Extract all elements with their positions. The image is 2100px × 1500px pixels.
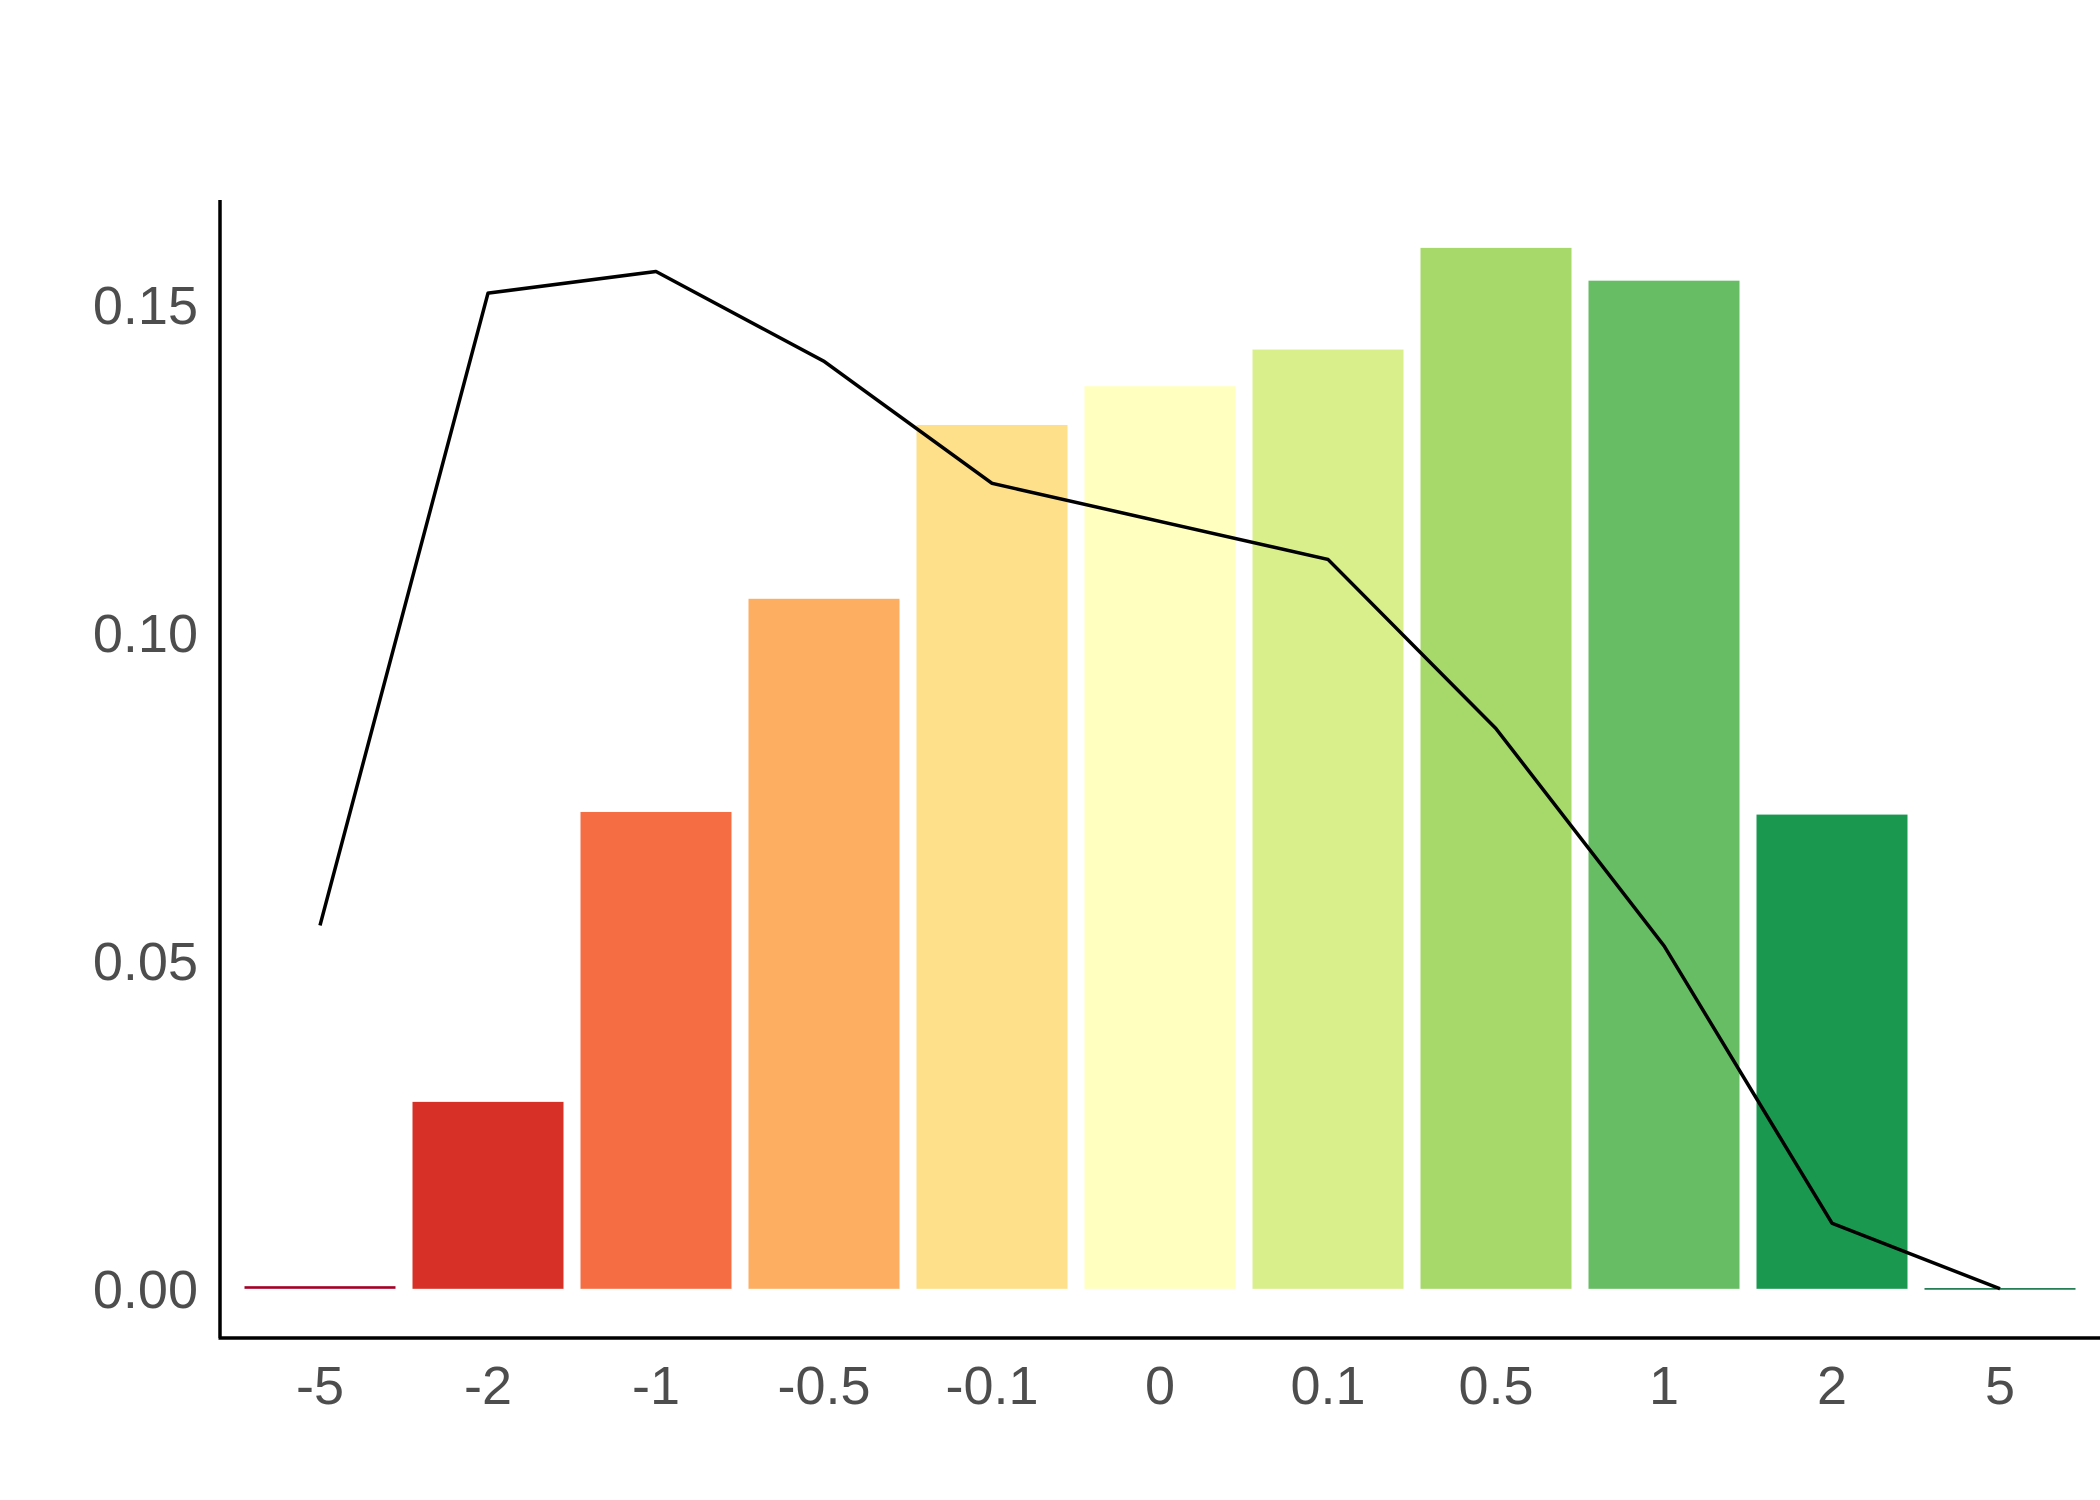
bar-2 (1756, 814, 1908, 1289)
bar-1 (1588, 280, 1740, 1289)
y-tick-labels: 0.00 0.05 0.10 0.15 (93, 276, 198, 1320)
x-tick-labels: -5 -2 -1 -0.5 -0.1 0 0.1 0.5 1 2 5 (296, 1356, 2015, 1416)
x-tick-label: -0.1 (945, 1356, 1038, 1416)
y-tick-label: 0.15 (93, 276, 198, 336)
bar-0.1 (1252, 349, 1404, 1289)
bar--1 (580, 811, 732, 1289)
bar--5 (244, 1286, 396, 1289)
x-tick-label: 5 (1985, 1356, 2015, 1416)
bar--0.1 (916, 424, 1068, 1289)
bar-5 (1924, 1288, 2076, 1290)
x-tick-label: -2 (464, 1356, 512, 1416)
series-line (318, 269, 2001, 1291)
y-tick-label: 0.10 (93, 604, 198, 664)
y-tick-label: 0.05 (93, 932, 198, 992)
x-tick-label: -5 (296, 1356, 344, 1416)
bar-0.5 (1420, 247, 1572, 1289)
bar-0 (1084, 386, 1236, 1289)
x-tick-label: 0.1 (1290, 1356, 1365, 1416)
x-tick-label: -1 (632, 1356, 680, 1416)
bars-layer (244, 247, 2076, 1290)
bar--2 (412, 1101, 564, 1289)
axes-layer (218, 200, 2100, 1340)
x-tick-label: -0.5 (777, 1356, 870, 1416)
bar--0.5 (748, 598, 900, 1289)
x-tick-label: 0 (1145, 1356, 1175, 1416)
y-tick-label: 0.00 (93, 1260, 198, 1320)
x-tick-label: 0.5 (1458, 1356, 1533, 1416)
x-tick-label: 1 (1649, 1356, 1679, 1416)
line-layer (318, 269, 2001, 1291)
x-tick-label: 2 (1817, 1356, 1847, 1416)
